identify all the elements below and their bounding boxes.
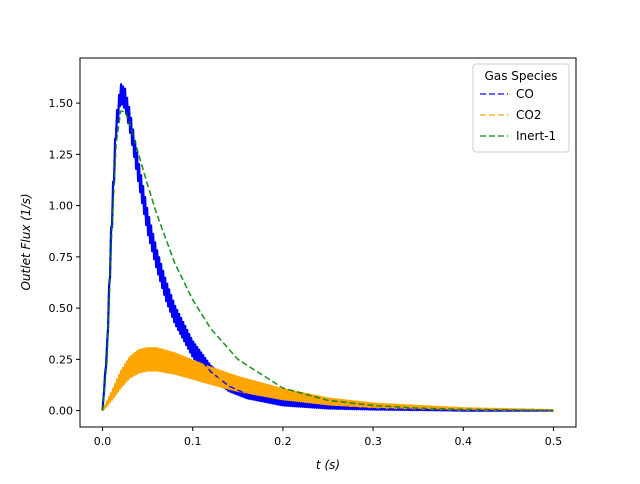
- y-tick-label: 1.50: [49, 97, 74, 110]
- series-line-inert-1: [101, 110, 554, 412]
- y-axis-label: Outlet Flux (1/s): [19, 193, 33, 290]
- y-tick-label: 0.25: [49, 353, 74, 366]
- plot-frame: [79, 57, 577, 428]
- x-tick-label: 0.3: [364, 435, 382, 448]
- y-tick-label: 0.75: [49, 251, 74, 264]
- x-tick-label: 0.1: [184, 435, 202, 448]
- y-axis-ticks: 0.00 0.25 0.50 0.75 1.00 1.25 1.50: [49, 97, 80, 418]
- y-tick-label: 1.25: [49, 148, 74, 161]
- series-line-co: [101, 90, 554, 412]
- y-tick-label: 0.50: [49, 302, 74, 315]
- x-tick-label: 0.5: [545, 435, 563, 448]
- legend-entries: CO CO2 Inert-1: [480, 87, 556, 143]
- legend-label: Inert-1: [516, 129, 556, 143]
- legend-box: [472, 63, 570, 153]
- series-lines: [101, 90, 554, 412]
- legend-label: CO: [516, 87, 534, 101]
- legend: Gas Species CO CO2 Inert-1: [472, 63, 570, 153]
- legend-title: Gas Species: [485, 69, 558, 83]
- y-tick-label: 1.00: [49, 200, 74, 213]
- x-tick-label: 0.0: [94, 435, 112, 448]
- x-tick-label: 0.2: [274, 435, 292, 448]
- x-tick-label: 0.4: [455, 435, 473, 448]
- y-tick-label: 0.00: [49, 405, 74, 418]
- legend-label: CO2: [516, 108, 541, 122]
- x-axis-ticks: 0.0 0.1 0.2 0.3 0.4 0.5: [94, 427, 562, 448]
- x-axis-label: t (s): [316, 458, 340, 472]
